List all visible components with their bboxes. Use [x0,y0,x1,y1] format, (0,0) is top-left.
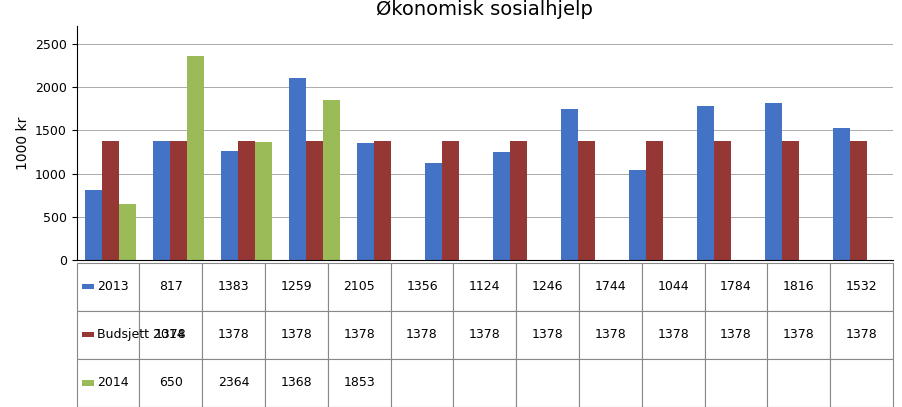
Bar [630,170,647,260]
Bar [782,141,799,260]
Text: 1378: 1378 [720,328,752,341]
Text: 1378: 1378 [783,328,815,341]
Bar [323,100,340,260]
Bar [714,141,732,260]
Text: 1246: 1246 [532,280,564,293]
Bar [255,142,272,260]
Text: 1378: 1378 [344,328,375,341]
Text: 817: 817 [159,280,183,293]
Bar [188,56,204,260]
Bar [290,78,307,260]
Title: Økonomisk sosialhjelp: Økonomisk sosialhjelp [376,0,594,20]
Text: 2364: 2364 [218,376,249,389]
Bar [766,103,782,260]
Bar [85,190,102,260]
Y-axis label: 1000 kr: 1000 kr [15,117,30,170]
Bar [561,109,578,260]
Bar [221,151,238,260]
Bar [833,128,851,260]
Text: 1378: 1378 [594,328,626,341]
Text: 2105: 2105 [344,280,375,293]
Text: 1378: 1378 [406,328,437,341]
Bar [307,141,323,260]
Text: 1378: 1378 [281,328,312,341]
Text: 1378: 1378 [155,328,187,341]
Text: 2014: 2014 [97,376,129,389]
Text: 1378: 1378 [658,328,689,341]
Text: 1124: 1124 [469,280,501,293]
Bar [357,143,374,260]
Text: 1378: 1378 [469,328,501,341]
Bar [170,141,188,260]
Bar [119,204,136,260]
Text: 1816: 1816 [783,280,815,293]
Bar [647,141,663,260]
Bar [238,141,255,260]
Text: 1853: 1853 [344,376,375,389]
Bar [511,141,528,260]
Text: 1378: 1378 [217,328,250,341]
Bar [578,141,595,260]
Bar [153,140,170,260]
Bar [697,106,714,260]
Text: 1784: 1784 [720,280,752,293]
Text: 2013: 2013 [97,280,129,293]
Bar [374,141,391,260]
Text: 1383: 1383 [218,280,250,293]
Bar [493,153,511,260]
Text: Budsjett 2014: Budsjett 2014 [97,328,185,341]
Text: 1744: 1744 [594,280,626,293]
Text: 1044: 1044 [658,280,689,293]
Text: 1378: 1378 [846,328,878,341]
Text: 650: 650 [159,376,183,389]
Bar [442,141,459,260]
Text: 1356: 1356 [406,280,437,293]
Bar [851,141,868,260]
Bar [102,141,119,260]
Bar [426,163,442,260]
Text: 1378: 1378 [532,328,564,341]
Text: 1368: 1368 [281,376,312,389]
Text: 1259: 1259 [281,280,312,293]
Text: 1532: 1532 [846,280,878,293]
